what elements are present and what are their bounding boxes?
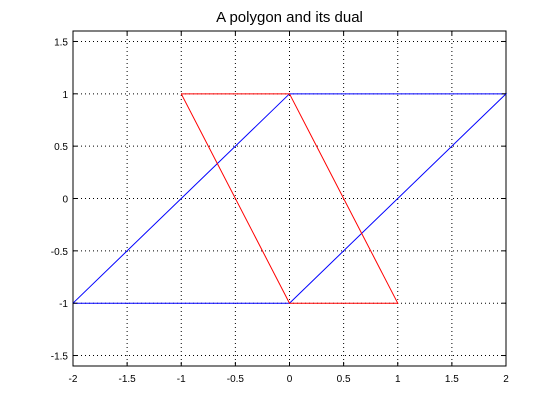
- x-tick-label: 1.5: [445, 374, 459, 385]
- y-tick-label: 1.5: [54, 37, 68, 48]
- y-tick-label: 0: [62, 195, 68, 206]
- y-tick-label: -0.5: [51, 247, 69, 258]
- x-tick-label: -1.5: [119, 374, 137, 385]
- x-tick-label: 0: [287, 374, 293, 385]
- y-tick-label: -1: [59, 299, 68, 310]
- x-tick-label: -0.5: [227, 374, 245, 385]
- x-tick-label: 2: [503, 374, 509, 385]
- axis-ticks: -2 -1.5 -1 -0.5 0 0.5 1 1.5 21.510.50-0.5-1-1.5: [51, 31, 509, 385]
- chart-title: A polygon and its dual: [216, 9, 363, 26]
- dual-polygon-line: [180, 93, 399, 304]
- x-tick-label: 1: [395, 374, 401, 385]
- y-tick-label: 0.5: [54, 142, 68, 153]
- x-tick-label: -2: [69, 374, 78, 385]
- y-tick-label: -1.5: [51, 352, 69, 363]
- x-tick-label: -1: [177, 374, 186, 385]
- y-tick-label: 1: [62, 90, 68, 101]
- x-tick-label: 0.5: [337, 374, 351, 385]
